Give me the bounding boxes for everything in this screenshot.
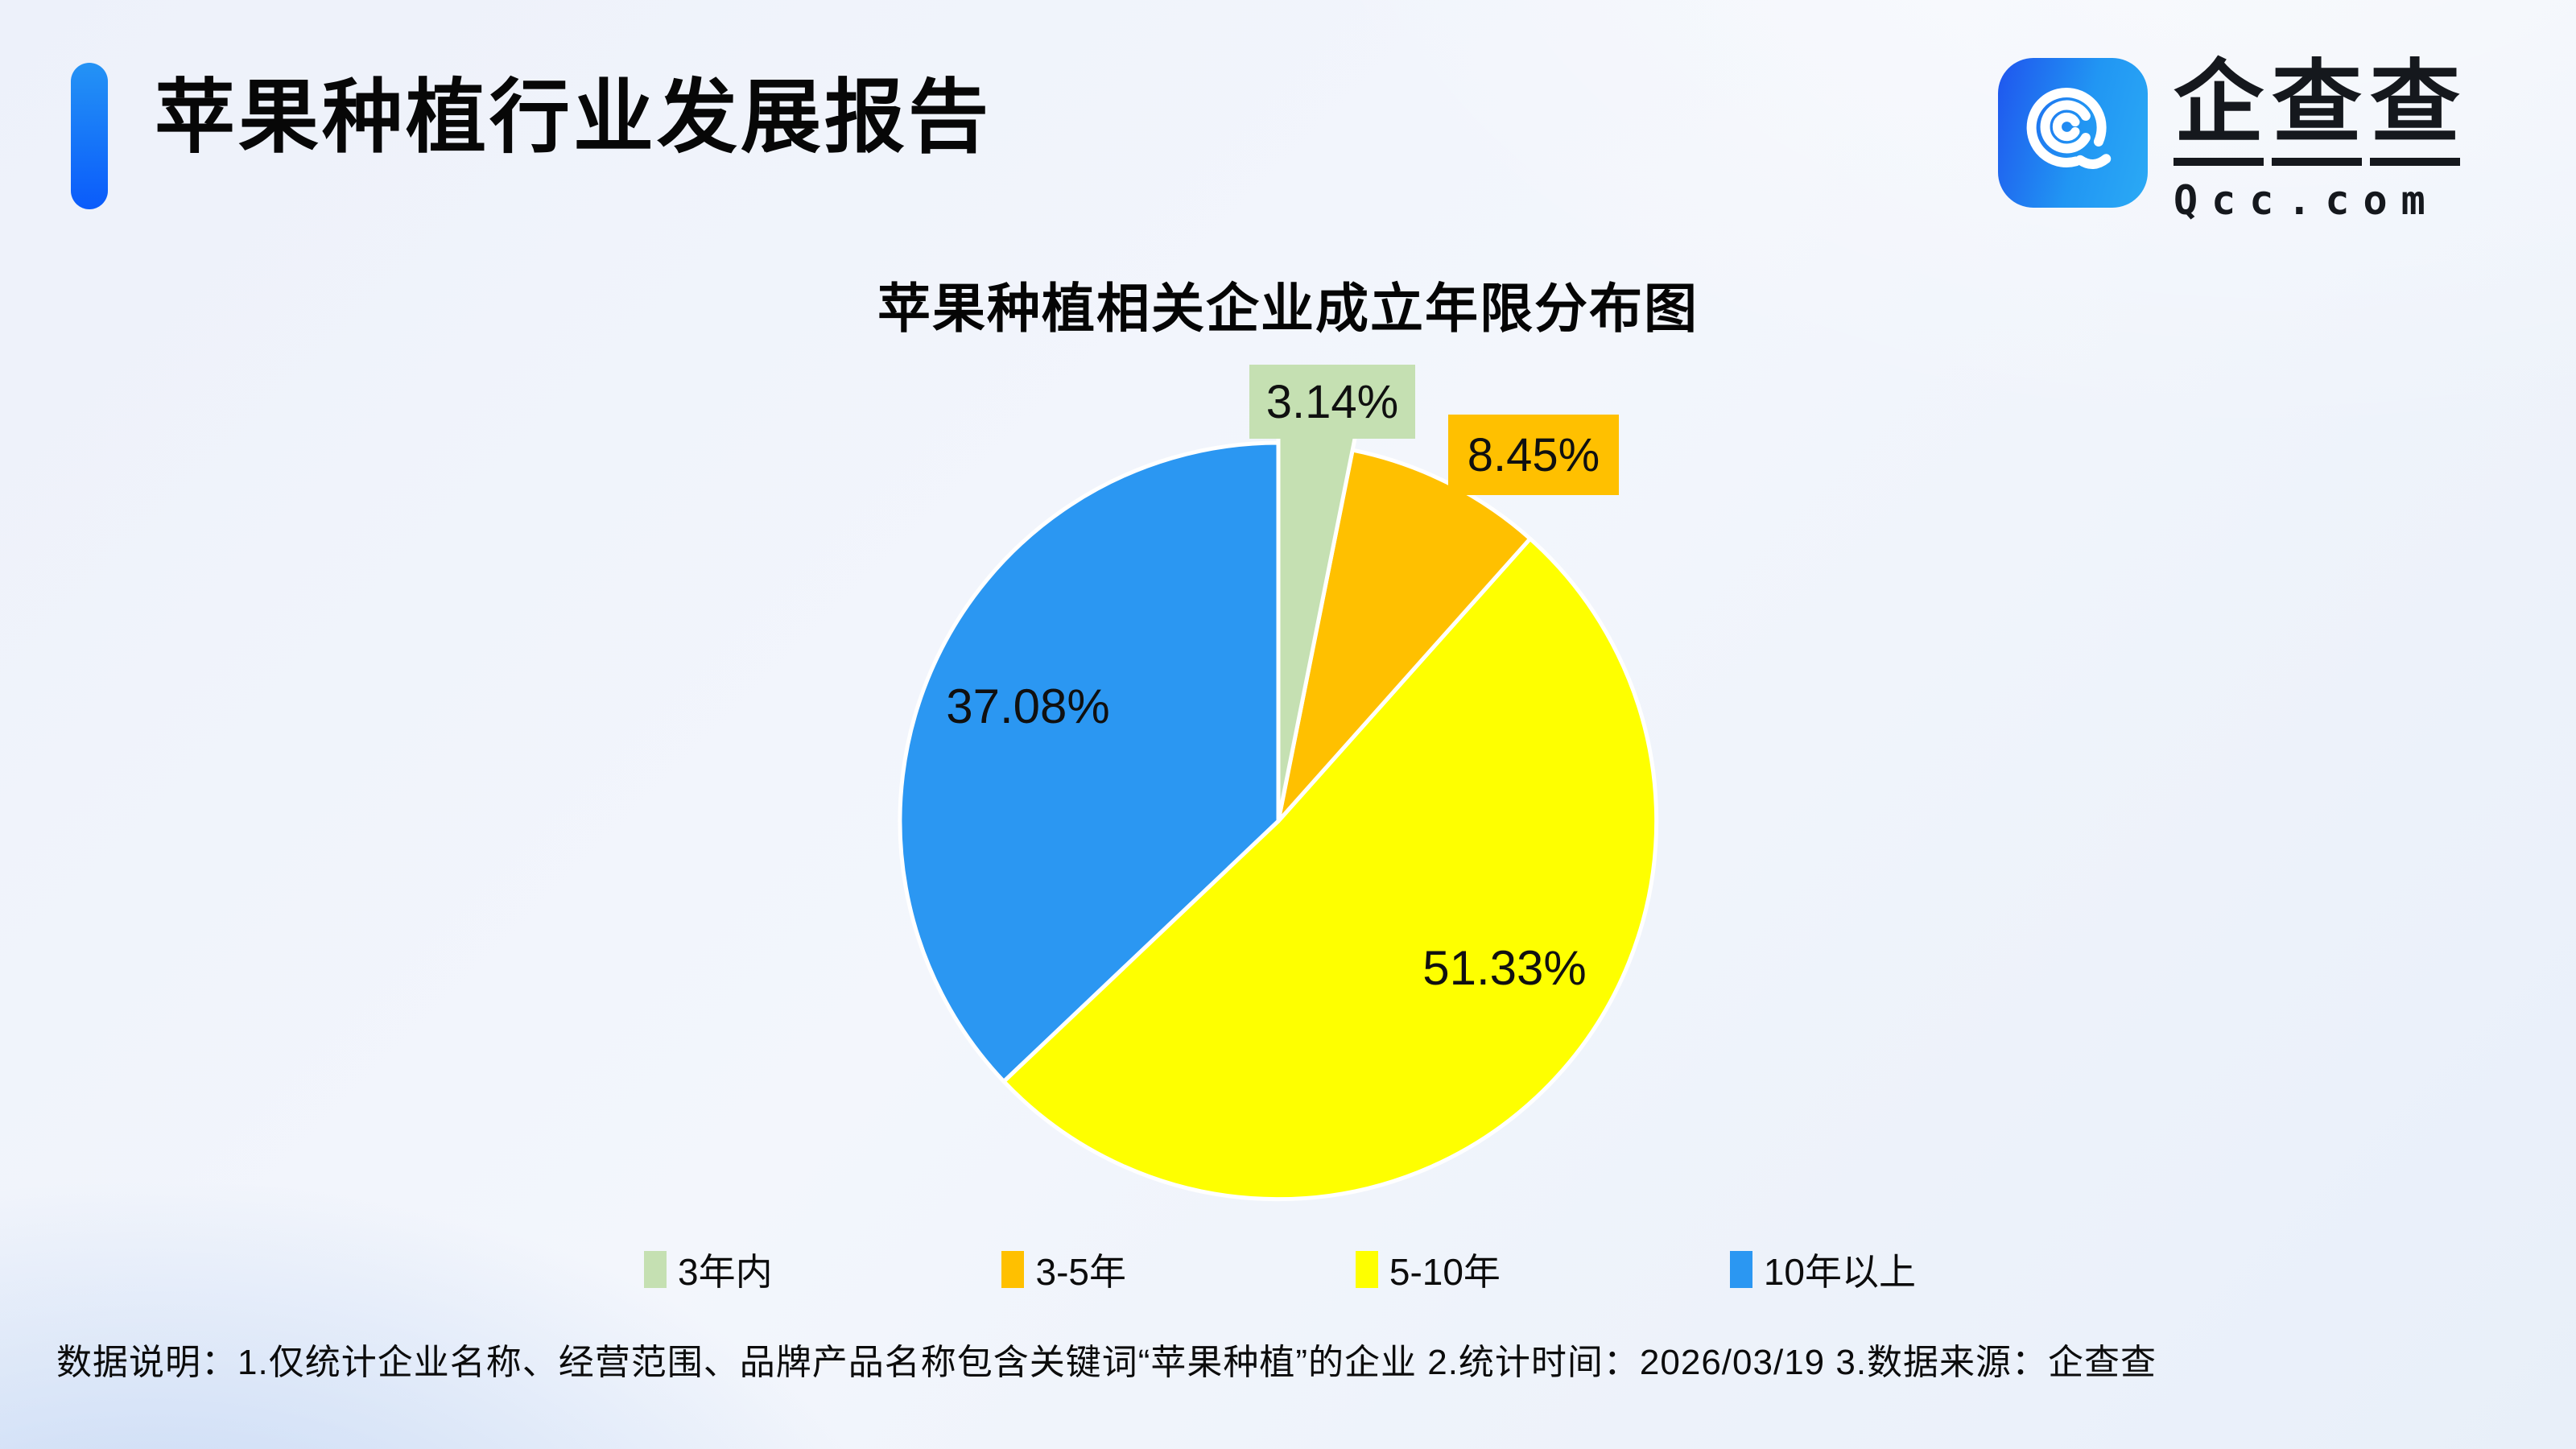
pie-slice-5-10年 — [1001, 536, 1659, 1202]
qcc-logo: 企查查 Qcc.com — [1998, 58, 2468, 224]
data-note: 数据说明：1.仅统计企业名称、经营范围、品牌产品名称包含关键词“苹果种植”的企业… — [56, 1343, 2157, 1382]
legend-swatch-5-10年 — [1355, 1251, 1378, 1288]
magnifier-q-glyph — [2026, 88, 2112, 169]
slice-label-10年以上: 37.08% — [946, 679, 1110, 733]
legend-item-3年内: 3年内 — [644, 1243, 773, 1296]
callout-label-3年内: 3.14% — [1249, 365, 1415, 439]
pie-slice-3-5年 — [1276, 448, 1533, 824]
value-3年内: 3.14% — [1265, 375, 1399, 428]
legend-swatch-10年以上 — [1729, 1251, 1752, 1288]
callout-label-3-5年: 8.45% — [1448, 415, 1619, 495]
logo-domain: Qcc.com — [2174, 177, 2439, 224]
legend-item-5-10年: 5-10年 — [1355, 1243, 1501, 1296]
legend-label: 10年以上 — [1763, 1251, 1916, 1293]
report-title: 苹果种植行业发展报告 — [155, 72, 992, 163]
qcc-logo-icon — [1998, 58, 2148, 208]
logo-text: 企查查 Qcc.com — [2174, 58, 2468, 224]
value-3-5年: 8.45% — [1467, 428, 1600, 481]
legend-item-3-5年: 3-5年 — [1001, 1243, 1126, 1296]
legend-label: 3-5年 — [1035, 1251, 1126, 1293]
pie-slice-10年以上 — [898, 440, 1281, 1084]
legend-label: 5-10年 — [1389, 1251, 1501, 1293]
legend-label: 3年内 — [678, 1251, 773, 1293]
chart-title: 苹果种植相关企业成立年限分布图 — [877, 279, 1699, 338]
title-accent-bar — [71, 63, 108, 209]
logo-company-name: 企查查 — [2174, 58, 2468, 166]
legend-item-10年以上: 10年以上 — [1729, 1243, 1916, 1296]
legend-swatch-3-5年 — [1001, 1251, 1025, 1288]
slice-label-5-10年: 51.33% — [1422, 941, 1587, 995]
chart-legend: 3年内 3-5年 5-10年 10年以上 — [644, 1243, 1916, 1296]
legend-swatch-3年内 — [644, 1251, 667, 1288]
